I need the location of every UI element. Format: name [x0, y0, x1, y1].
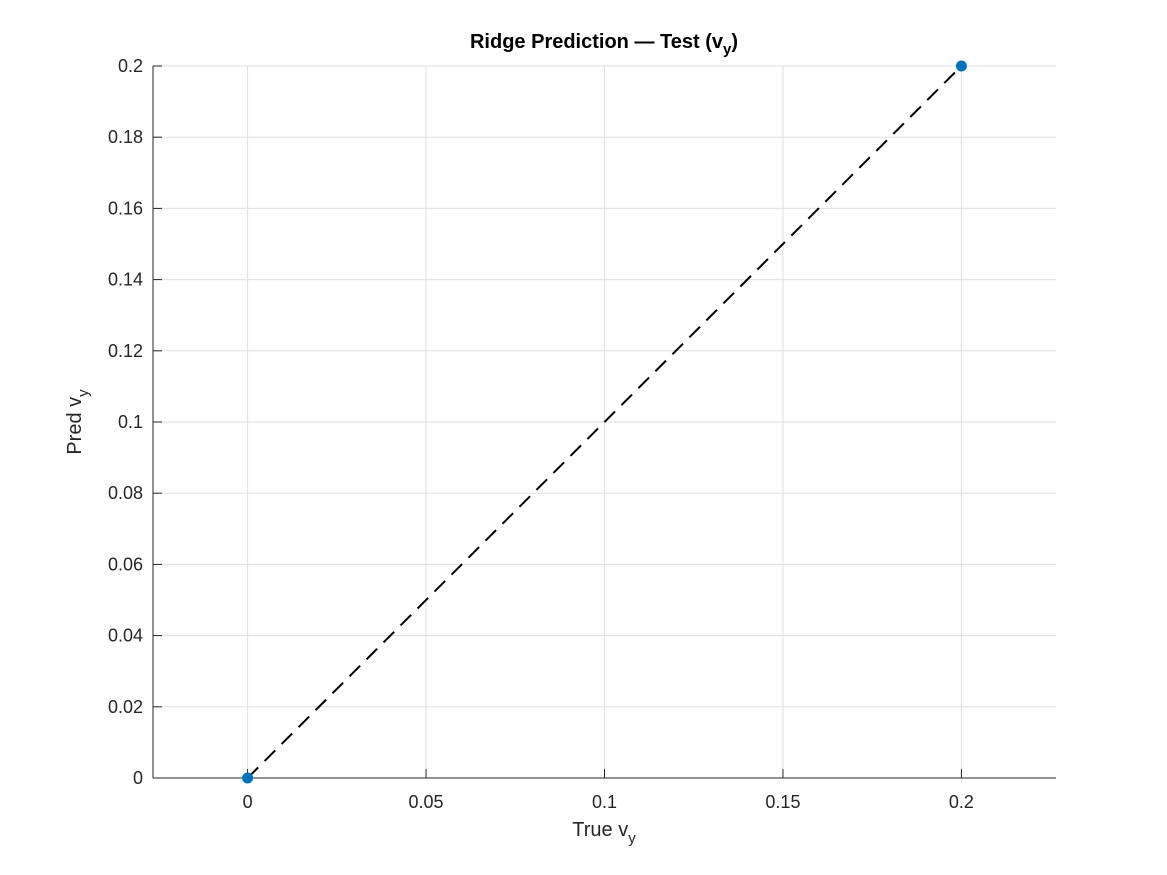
- y-axis-label-subscript: y: [75, 389, 92, 397]
- x-axis-label-subscript: y: [628, 830, 636, 847]
- chart-title: Ridge Prediction — Test (vy): [470, 31, 738, 58]
- data-point: [955, 60, 967, 72]
- y-tick-labels: 0 0.02 0.04 0.06 0.08 0.1 0.12 0.14 0.16 0.18 0.2: [108, 56, 143, 788]
- reference-line: [246, 65, 963, 779]
- x-tick-label: 0.2: [949, 792, 974, 812]
- plot-area: [152, 60, 1056, 784]
- x-tick-label: 0.15: [765, 792, 800, 812]
- x-axis-label-main: True v: [572, 819, 628, 841]
- x-axis-label: True vy: [572, 819, 636, 847]
- y-tick-label: 0.04: [108, 626, 143, 646]
- x-tick-label: 0.1: [592, 792, 617, 812]
- y-tick-label: 0.06: [108, 554, 143, 574]
- x-tick-label: 0.05: [409, 792, 444, 812]
- x-tick-labels: 0 0.05 0.1 0.15 0.2: [243, 792, 974, 812]
- y-tick-label: 0.2: [118, 56, 143, 76]
- chart-title-main: Ridge Prediction — Test (v: [470, 31, 724, 53]
- chart-title-subscript: y: [723, 41, 732, 58]
- y-tick-label: 0.12: [108, 341, 143, 361]
- y-tick-label: 0.18: [108, 127, 143, 147]
- data-point: [242, 772, 254, 784]
- y-axis-label-main: Pred v: [64, 397, 86, 455]
- y-axis-label: Pred vy: [64, 389, 92, 455]
- y-tick-label: 0.02: [108, 697, 143, 717]
- y-tick-label: 0.16: [108, 198, 143, 218]
- data-points: [242, 60, 967, 784]
- y-tick-label: 0.08: [108, 483, 143, 503]
- y-tick-label: 0: [133, 768, 143, 788]
- y-tick-label: 0.1: [118, 412, 143, 432]
- chart-title-suffix: ): [731, 31, 738, 53]
- identity-dashed-line: [246, 65, 963, 779]
- x-tick-label: 0: [243, 792, 253, 812]
- y-tick-label: 0.14: [108, 270, 143, 290]
